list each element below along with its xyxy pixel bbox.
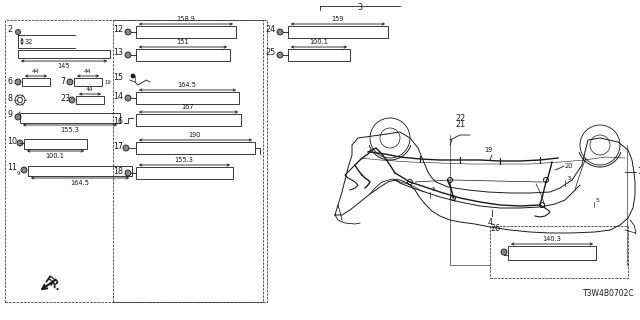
- Text: 25: 25: [265, 48, 275, 57]
- Text: 20: 20: [565, 163, 573, 169]
- Text: 9: 9: [7, 110, 12, 119]
- Bar: [136, 92, 239, 104]
- Circle shape: [131, 74, 135, 78]
- Text: 151: 151: [177, 39, 189, 45]
- Text: 15: 15: [113, 73, 123, 82]
- Text: 158.9: 158.9: [177, 16, 195, 22]
- Circle shape: [125, 29, 131, 35]
- Text: 145: 145: [58, 63, 70, 69]
- Bar: [20, 113, 120, 123]
- Text: 159: 159: [332, 16, 344, 22]
- Text: 12: 12: [113, 25, 123, 34]
- Text: 5: 5: [432, 187, 436, 192]
- Bar: [288, 49, 350, 61]
- Circle shape: [15, 79, 21, 85]
- Text: 5: 5: [568, 176, 572, 181]
- Bar: [24, 139, 87, 149]
- Circle shape: [501, 249, 507, 255]
- Bar: [18, 50, 110, 58]
- Bar: [113, 20, 263, 302]
- Circle shape: [67, 79, 73, 85]
- Bar: [136, 114, 241, 126]
- Bar: [136, 142, 255, 154]
- Text: T3W4B0702C: T3W4B0702C: [584, 289, 635, 298]
- Text: 21: 21: [455, 120, 465, 129]
- Circle shape: [125, 170, 131, 176]
- Text: 19: 19: [104, 80, 111, 85]
- Text: 190: 190: [189, 132, 201, 138]
- Text: 16: 16: [113, 117, 123, 126]
- Text: 140.3: 140.3: [543, 236, 561, 242]
- Bar: [74, 78, 102, 86]
- Text: 32: 32: [25, 39, 33, 45]
- Text: 11: 11: [7, 163, 17, 172]
- Text: 4: 4: [488, 218, 493, 227]
- Bar: [136, 49, 230, 61]
- Circle shape: [15, 29, 20, 35]
- Circle shape: [69, 97, 75, 103]
- Text: 44: 44: [86, 87, 93, 92]
- Circle shape: [125, 52, 131, 58]
- Circle shape: [123, 145, 129, 151]
- Text: 10: 10: [7, 137, 17, 146]
- Text: 9: 9: [17, 171, 20, 176]
- Text: 164.5: 164.5: [70, 180, 90, 186]
- Text: FR.: FR.: [42, 275, 62, 293]
- Text: 7: 7: [60, 77, 65, 86]
- Text: 164.5: 164.5: [177, 82, 196, 88]
- Bar: [28, 166, 132, 176]
- Text: 14: 14: [113, 92, 123, 101]
- Text: 23: 23: [60, 94, 70, 103]
- Text: 44: 44: [32, 69, 40, 74]
- Circle shape: [21, 167, 27, 173]
- Text: 26: 26: [490, 224, 500, 233]
- Text: 2: 2: [7, 25, 12, 34]
- Bar: [22, 78, 50, 86]
- Bar: [76, 96, 104, 104]
- Text: 155.3: 155.3: [61, 127, 79, 133]
- Text: 19: 19: [484, 147, 492, 153]
- Text: 100.1: 100.1: [310, 39, 328, 45]
- Text: 155.3: 155.3: [175, 157, 193, 163]
- Bar: [490, 226, 628, 278]
- Text: 22: 22: [455, 114, 465, 123]
- Bar: [136, 26, 236, 38]
- Text: 18: 18: [113, 167, 123, 176]
- Bar: [136, 167, 233, 179]
- Text: 13: 13: [113, 48, 123, 57]
- Text: 100.1: 100.1: [45, 153, 65, 159]
- Circle shape: [277, 52, 283, 58]
- Bar: [288, 26, 388, 38]
- Circle shape: [277, 29, 283, 35]
- Text: 6: 6: [7, 77, 12, 86]
- Bar: [5, 20, 267, 302]
- Text: 24: 24: [265, 25, 275, 34]
- Text: 44: 44: [84, 69, 92, 74]
- Text: 3: 3: [358, 3, 362, 12]
- Circle shape: [17, 140, 23, 146]
- Text: 5: 5: [596, 198, 600, 203]
- Text: 167: 167: [182, 104, 195, 110]
- Text: 8: 8: [7, 94, 12, 103]
- Text: 1: 1: [637, 166, 640, 175]
- Circle shape: [125, 95, 131, 101]
- Bar: [508, 246, 596, 260]
- Circle shape: [15, 114, 21, 120]
- Text: 17: 17: [113, 142, 123, 151]
